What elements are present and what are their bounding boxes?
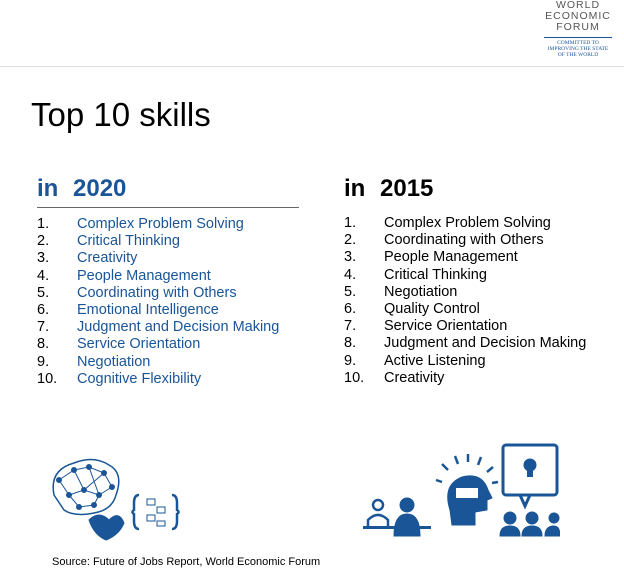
skill-name: Judgment and Decision Making: [77, 319, 280, 336]
skill-item: 6. Emotional Intelligence: [37, 302, 299, 319]
tagline-line: OF THE WORLD: [557, 52, 599, 58]
skill-name: People Management: [77, 267, 211, 284]
skill-name: Critical Thinking: [77, 233, 180, 250]
skill-rank: 2.: [344, 232, 357, 249]
skill-item: 10. Creativity: [344, 370, 592, 387]
skill-rank: 6.: [344, 301, 357, 318]
skill-item: 2. Critical Thinking: [37, 233, 299, 250]
skill-name: Negotiation: [77, 353, 151, 370]
skill-item: 5. Coordinating with Others: [37, 285, 299, 302]
skill-item: 4. Critical Thinking: [344, 267, 592, 284]
skill-name: Quality Control: [384, 301, 480, 318]
skill-rank: 10.: [344, 369, 365, 386]
skill-name: Cognitive Flexibility: [77, 370, 202, 387]
skill-name: Service Orientation: [384, 318, 508, 335]
skill-name: Coordinating with Others: [77, 284, 237, 301]
skill-item: 9. Active Listening: [344, 353, 592, 370]
skills-2015: in 2015 1. Complex Problem Solving 2. Coord…: [344, 175, 592, 387]
skill-rank: 5.: [344, 283, 357, 300]
skill-item: 10. Cognitive Flexibility: [37, 371, 299, 388]
skill-item: 8. Service Orientation: [37, 336, 299, 353]
skill-rank: 4.: [344, 266, 357, 283]
source-note: Source: Future of Jobs Report, World Eco…: [52, 556, 321, 568]
skill-item: 5. Negotiation: [344, 284, 592, 301]
skill-name: Creativity: [77, 250, 138, 267]
skill-rank: 7.: [344, 318, 357, 335]
skill-item: 3. Creativity: [37, 250, 299, 267]
skill-rank: 1.: [37, 216, 50, 232]
skill-rank: 8.: [344, 335, 357, 352]
skill-rank: 3.: [37, 250, 50, 267]
page-title: Top 10 skills: [31, 96, 211, 133]
skill-name: Emotional Intelligence: [77, 302, 219, 319]
skill-name: Service Orientation: [77, 336, 201, 353]
heading-2015: in 2015: [344, 175, 434, 202]
skill-rank: 5.: [37, 284, 50, 301]
skill-name: People Management: [384, 249, 518, 266]
tagline-line: COMMITTED TO: [557, 40, 599, 46]
skill-item: 1. Complex Problem Solving: [344, 215, 592, 232]
teamwork-ideas-icon: [363, 443, 560, 537]
skill-item: 8. Judgment and Decision Making: [344, 335, 592, 352]
skills-list-2020: 1. Complex Problem Solving 2. Critical Thin…: [37, 216, 299, 388]
skill-rank: 2.: [37, 233, 50, 250]
skill-name: Creativity: [384, 369, 445, 386]
wef-logo: WORLD ECONOMIC FORUM COMMITTED TO IMPROV…: [538, 0, 618, 58]
skill-item: 1. Complex Problem Solving: [37, 216, 299, 233]
skill-item: 4. People Management: [37, 268, 299, 285]
skill-rank: 4.: [37, 267, 50, 284]
skill-name: Active Listening: [384, 352, 486, 369]
logo-line: WORLD: [555, 0, 601, 11]
skill-name: Critical Thinking: [384, 266, 487, 283]
skill-rank: 7.: [37, 319, 50, 336]
logo-line: ECONOMIC: [545, 10, 611, 22]
skill-name: Complex Problem Solving: [384, 215, 551, 231]
skill-item: 6. Quality Control: [344, 301, 592, 318]
skill-rank: 1.: [344, 215, 357, 231]
skill-rank: 6.: [37, 302, 50, 319]
skill-name: Negotiation: [384, 283, 458, 300]
logo-tagline: COMMITTED TO IMPROVING THE STATE OF THE …: [544, 37, 612, 58]
skill-rank: 10.: [37, 370, 58, 387]
heading-2020: in 2020: [37, 175, 299, 208]
tagline-line: IMPROVING THE STATE: [547, 46, 609, 52]
skill-rank: 3.: [344, 249, 357, 266]
skill-name: Judgment and Decision Making: [384, 335, 587, 352]
logo-line: FORUM: [556, 21, 600, 33]
skill-rank: 9.: [37, 353, 50, 370]
skill-item: 7. Judgment and Decision Making: [37, 319, 299, 336]
skills-2020: in 2020 1. Complex Problem Solving 2. Criti…: [37, 175, 299, 388]
skill-item: 9. Negotiation: [37, 354, 299, 371]
skill-item: 2. Coordinating with Others: [344, 232, 592, 249]
skill-item: 3. People Management: [344, 249, 592, 266]
header-bar: WORLD ECONOMIC FORUM COMMITTED TO IMPROV…: [0, 0, 624, 67]
skill-name: Complex Problem Solving: [77, 216, 244, 232]
brain-network-icon: [52, 458, 180, 541]
skill-name: Coordinating with Others: [384, 232, 544, 249]
skill-rank: 8.: [37, 336, 50, 353]
skill-item: 7. Service Orientation: [344, 318, 592, 335]
skills-list-2015: 1. Complex Problem Solving 2. Coordinating …: [344, 215, 592, 387]
skill-rank: 9.: [344, 352, 357, 369]
